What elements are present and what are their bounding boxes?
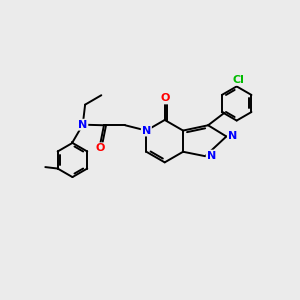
Text: N: N: [228, 131, 237, 142]
Text: O: O: [160, 94, 169, 103]
Text: N: N: [78, 120, 87, 130]
Text: O: O: [96, 143, 105, 153]
Text: Cl: Cl: [232, 75, 244, 85]
Text: N: N: [207, 151, 216, 160]
Text: N: N: [142, 126, 151, 136]
